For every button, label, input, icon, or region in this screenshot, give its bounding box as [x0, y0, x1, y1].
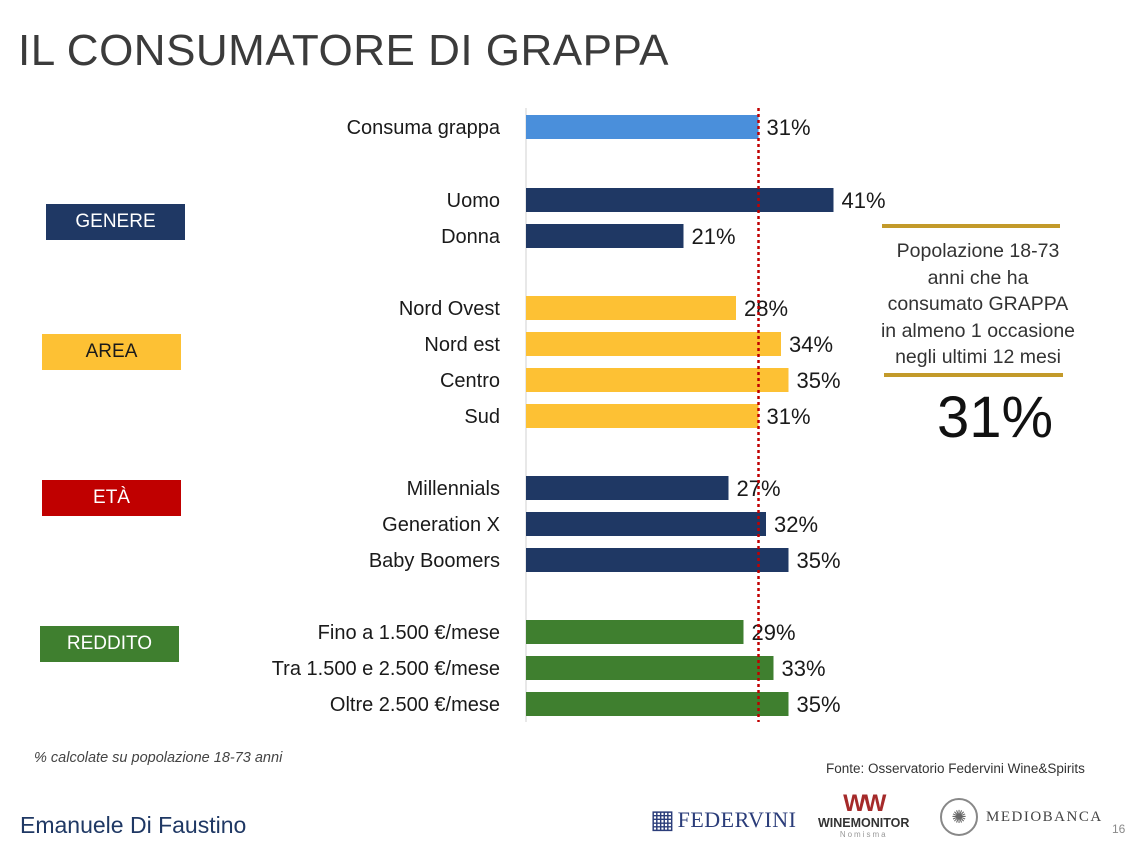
bar-7: [526, 476, 729, 500]
category-label-10: Fino a 1.500 €/mese: [318, 622, 500, 644]
mediobanca-logo: ✺ MEDIOBANCA: [940, 798, 1103, 836]
bar-6: [526, 404, 759, 428]
winemonitor-logo: WW WINEMONITOR Nomisma: [818, 790, 910, 840]
federvini-logo: ▦ FEDERVINI: [650, 804, 796, 835]
bar-2: [526, 224, 684, 248]
group-tag-eta: ETÀ: [42, 480, 181, 516]
value-label-12: 35%: [797, 692, 841, 717]
federvini-wordmark: FEDERVINI: [677, 806, 797, 832]
winemonitor-emblem-icon: WW: [843, 790, 886, 817]
category-label-9: Baby Boomers: [369, 550, 500, 572]
bar-9: [526, 548, 789, 572]
info-line-4: in almeno 1 occasione: [880, 319, 1076, 342]
value-label-1: 41%: [842, 188, 886, 213]
mediobanca-wordmark: MEDIOBANCA: [986, 808, 1103, 825]
category-label-7: Millennials: [407, 478, 500, 500]
slide-title: IL CONSUMATORE DI GRAPPA: [18, 26, 669, 75]
category-label-1: Uomo: [447, 190, 500, 212]
group-tag-area: AREA: [42, 334, 181, 370]
info-line-2: anni che ha: [927, 266, 1029, 289]
bar-5: [526, 368, 789, 392]
value-label-9: 35%: [797, 548, 841, 573]
category-label-3: Nord Ovest: [399, 298, 501, 320]
bar-3: [526, 296, 736, 320]
group-tag-genere: GENERE: [46, 204, 185, 240]
info-description: Popolazione 18-73 anni che ha consumato …: [828, 238, 1128, 371]
bar-12: [526, 692, 789, 716]
value-label-8: 32%: [774, 512, 818, 537]
mediobanca-seal-icon: ✺: [940, 798, 978, 836]
bar-0: [526, 115, 759, 139]
category-label-8: Generation X: [382, 514, 500, 536]
federvini-emblem-icon: ▦: [650, 804, 675, 834]
value-label-3: 28%: [744, 296, 788, 321]
info-line-3: consumato GRAPPA: [887, 293, 1069, 315]
info-big-value: 31%: [936, 385, 1054, 450]
footnote: % calcolate su popolazione 18-73 anni: [34, 750, 283, 766]
value-label-2: 21%: [692, 224, 736, 249]
winemonitor-subtitle: Nomisma: [839, 830, 888, 839]
bar-4: [526, 332, 781, 356]
winemonitor-wordmark: WINEMONITOR: [818, 816, 910, 830]
value-label-0: 31%: [767, 115, 811, 140]
category-label-2: Donna: [441, 226, 501, 248]
info-bottom-rule: [884, 373, 1063, 377]
value-label-5: 35%: [797, 368, 841, 393]
value-label-4: 34%: [789, 332, 833, 357]
category-label-11: Tra 1.500 e 2.500 €/mese: [272, 658, 500, 680]
value-label-6: 31%: [767, 404, 811, 429]
value-label-11: 33%: [782, 656, 826, 681]
author-name: Emanuele Di Faustino: [20, 812, 247, 838]
category-label-5: Centro: [440, 370, 500, 392]
bar-10: [526, 620, 744, 644]
category-label-12: Oltre 2.500 €/mese: [330, 694, 500, 716]
category-label-4: Nord est: [424, 334, 500, 356]
bar-11: [526, 656, 774, 680]
category-label-6: Sud: [464, 406, 500, 428]
bar-8: [526, 512, 766, 536]
bar-1: [526, 188, 834, 212]
category-label-0: Consuma grappa: [347, 117, 501, 139]
page-number: 16: [1112, 822, 1126, 836]
source-note: Fonte: Osservatorio Federvini Wine&Spiri…: [826, 761, 1085, 776]
info-line-1: Popolazione 18-73: [896, 240, 1060, 262]
info-top-rule: [882, 224, 1060, 228]
group-tag-reddito: REDDITO: [40, 626, 179, 662]
info-line-5: negli ultimi 12 mesi: [895, 346, 1061, 368]
